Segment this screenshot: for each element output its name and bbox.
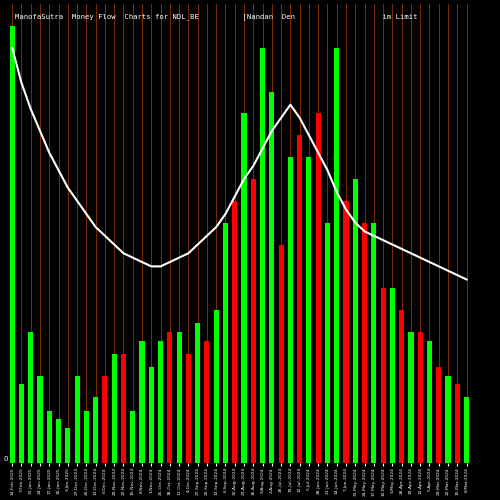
Bar <box>325 222 330 463</box>
Bar <box>84 410 89 463</box>
Bar <box>353 179 358 463</box>
Bar <box>102 376 108 463</box>
Bar <box>93 398 98 463</box>
Bar <box>74 376 80 463</box>
Bar <box>112 354 117 463</box>
Bar <box>464 398 469 463</box>
Bar <box>130 410 136 463</box>
Bar <box>168 332 172 463</box>
Bar <box>455 384 460 463</box>
Bar <box>380 288 386 463</box>
Bar <box>121 354 126 463</box>
Bar <box>10 26 14 463</box>
Bar <box>140 340 144 463</box>
Bar <box>46 410 52 463</box>
Bar <box>316 114 321 463</box>
Text: ManofaSutra  Money Flow  Charts for NDL_BE          [Nandan  Den                : ManofaSutra Money Flow Charts for NDL_BE… <box>15 14 417 20</box>
Bar <box>66 428 70 463</box>
Bar <box>158 340 163 463</box>
Bar <box>214 310 219 463</box>
Bar <box>56 420 61 463</box>
Bar <box>232 201 237 463</box>
Bar <box>344 201 348 463</box>
Bar <box>204 340 210 463</box>
Bar <box>278 244 283 463</box>
Bar <box>148 367 154 463</box>
Bar <box>260 48 265 463</box>
Bar <box>251 179 256 463</box>
Bar <box>38 376 43 463</box>
Text: 0: 0 <box>4 456 8 462</box>
Bar <box>408 332 414 463</box>
Bar <box>223 222 228 463</box>
Bar <box>399 310 404 463</box>
Bar <box>186 354 191 463</box>
Bar <box>242 114 246 463</box>
Bar <box>306 157 312 463</box>
Bar <box>297 136 302 463</box>
Bar <box>427 340 432 463</box>
Bar <box>288 157 293 463</box>
Bar <box>28 332 34 463</box>
Bar <box>270 92 274 463</box>
Bar <box>436 367 442 463</box>
Bar <box>372 222 376 463</box>
Bar <box>362 222 367 463</box>
Bar <box>334 48 340 463</box>
Bar <box>195 323 200 463</box>
Bar <box>446 376 450 463</box>
Bar <box>418 332 423 463</box>
Bar <box>19 384 24 463</box>
Bar <box>176 332 182 463</box>
Bar <box>390 288 395 463</box>
